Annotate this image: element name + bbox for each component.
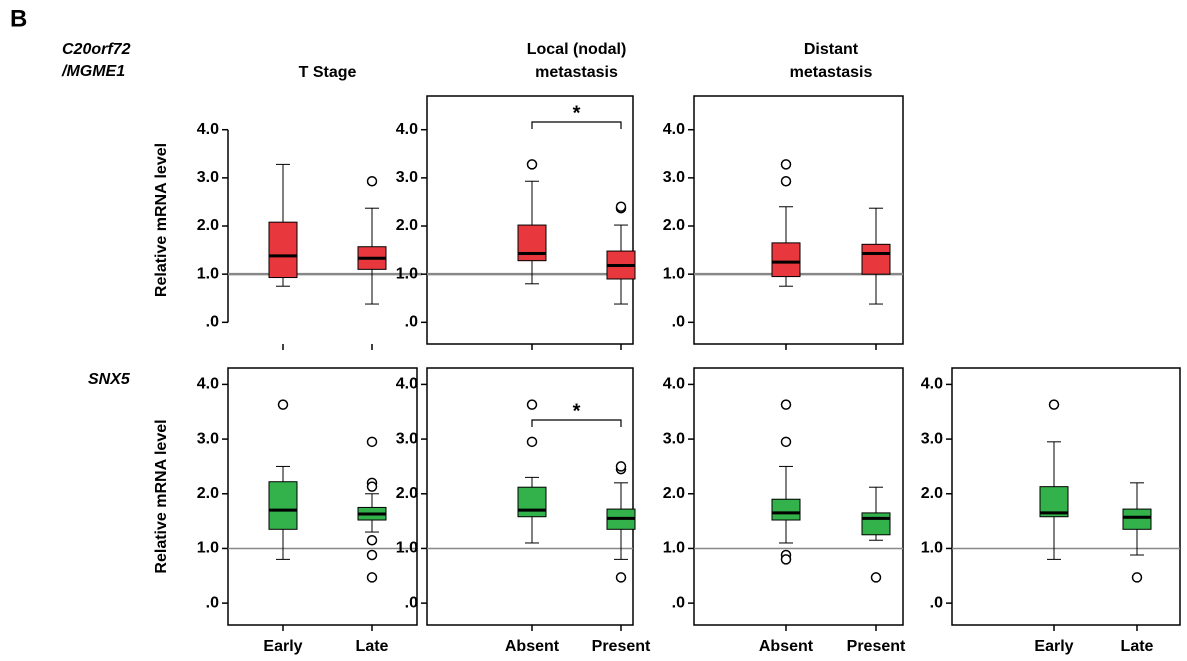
y-tick-label: 4.0 xyxy=(396,376,418,393)
plot-frame xyxy=(951,367,1181,626)
box xyxy=(517,486,547,518)
y-tick-label: 2.0 xyxy=(663,485,685,502)
box xyxy=(1122,508,1152,530)
row-label: /MGME1 xyxy=(61,63,125,80)
y-tick-label: 4.0 xyxy=(921,376,943,393)
outlier xyxy=(277,399,289,410)
y-tick-label: 4.0 xyxy=(396,121,418,138)
panel-title: Local (nodal) xyxy=(527,41,627,58)
x-tick-label: Early xyxy=(1034,638,1073,655)
outlier xyxy=(870,572,882,583)
outlier xyxy=(615,461,627,472)
outlier xyxy=(526,436,538,448)
y-tick-label: 3.0 xyxy=(663,169,685,186)
y-tick-label: 2.0 xyxy=(396,217,418,234)
outlier xyxy=(780,175,792,187)
y-tick-label: 3.0 xyxy=(663,430,685,447)
y-tick-label: .0 xyxy=(405,314,418,331)
plot-frame xyxy=(693,95,904,345)
y-tick-label: .0 xyxy=(405,594,418,611)
x-tick-label: Early xyxy=(263,638,302,655)
outlier xyxy=(1048,399,1060,410)
outlier xyxy=(366,481,378,492)
outlier xyxy=(526,159,538,170)
plot-frame xyxy=(426,367,634,626)
plot-frame xyxy=(693,367,904,626)
panel-title: T Stage xyxy=(299,64,357,81)
y-tick-label: 2.0 xyxy=(663,217,685,234)
outlier xyxy=(366,175,378,187)
y-tick-label: 2.0 xyxy=(197,217,219,234)
significance-label: * xyxy=(573,400,581,422)
outlier xyxy=(366,534,378,546)
y-tick-label: 3.0 xyxy=(396,430,418,447)
y-tick-label: 1.0 xyxy=(663,265,685,282)
box xyxy=(268,481,298,530)
box xyxy=(517,224,547,262)
box xyxy=(861,243,891,275)
y-tick-label: 2.0 xyxy=(197,485,219,502)
y-tick-label: .0 xyxy=(672,314,685,331)
significance-bracket xyxy=(531,419,622,427)
y-tick-label: 1.0 xyxy=(921,540,943,557)
significance-bracket xyxy=(531,121,622,129)
y-tick-label: 1.0 xyxy=(197,265,219,282)
box xyxy=(861,512,891,536)
outlier xyxy=(1131,572,1143,583)
y-tick-label: 1.0 xyxy=(197,540,219,557)
row-label: C20orf72 xyxy=(62,41,131,58)
significance-label: * xyxy=(573,102,581,124)
y-tick-label: 4.0 xyxy=(663,376,685,393)
outlier xyxy=(780,554,792,565)
y-tick-label: 4.0 xyxy=(197,376,219,393)
outlier xyxy=(615,201,627,213)
y-axis-label: Relative mRNA level xyxy=(153,419,170,573)
panel-title: Distant xyxy=(804,41,859,58)
x-tick-label: Present xyxy=(592,638,651,655)
plot-frame xyxy=(426,95,634,345)
y-tick-label: 4.0 xyxy=(663,121,685,138)
x-tick-label: Absent xyxy=(505,638,560,655)
row-label: SNX5 xyxy=(88,371,131,388)
panel-title: metastasis xyxy=(535,64,618,81)
panel-title: metastasis xyxy=(790,64,873,81)
box xyxy=(268,221,298,279)
y-tick-label: 3.0 xyxy=(197,430,219,447)
x-tick-label: Absent xyxy=(759,638,814,655)
y-tick-label: .0 xyxy=(206,314,219,331)
x-tick-label: Present xyxy=(847,638,906,655)
outlier xyxy=(780,159,792,170)
outlier xyxy=(780,436,792,448)
y-tick-label: 1.0 xyxy=(663,540,685,557)
outlier xyxy=(366,572,378,583)
y-tick-label: 3.0 xyxy=(921,430,943,447)
y-tick-label: .0 xyxy=(672,594,685,611)
outlier xyxy=(615,572,627,583)
y-tick-label: 2.0 xyxy=(921,485,943,502)
outlier xyxy=(366,549,378,561)
x-tick-label: Late xyxy=(356,638,389,655)
y-tick-label: 1.0 xyxy=(396,540,418,557)
y-tick-label: 2.0 xyxy=(396,485,418,502)
outlier xyxy=(780,399,792,410)
y-axis-label: Relative mRNA level xyxy=(153,143,170,297)
figure-label: B xyxy=(10,5,27,32)
box xyxy=(771,498,801,521)
y-tick-label: .0 xyxy=(206,594,219,611)
y-tick-label: .0 xyxy=(930,594,943,611)
outlier xyxy=(526,399,538,410)
y-tick-label: 4.0 xyxy=(197,121,219,138)
y-tick-label: 1.0 xyxy=(396,265,418,282)
x-tick-label: Late xyxy=(1121,638,1154,655)
outlier xyxy=(366,436,378,448)
y-tick-label: 3.0 xyxy=(197,169,219,186)
plot-frame xyxy=(227,367,418,626)
box xyxy=(771,242,801,278)
y-tick-label: 3.0 xyxy=(396,169,418,186)
